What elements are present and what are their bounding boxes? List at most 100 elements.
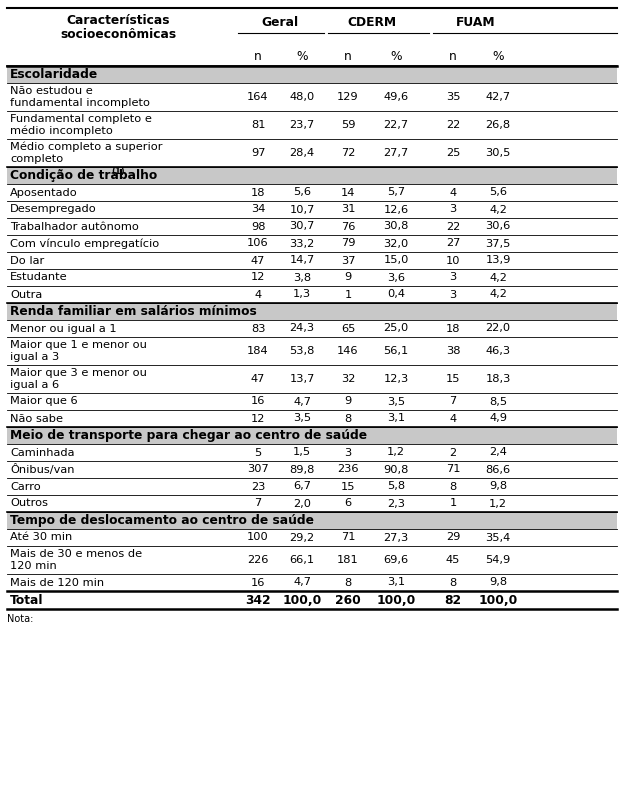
Text: 3: 3	[449, 290, 457, 299]
Text: 27,3: 27,3	[383, 533, 409, 543]
Text: 81: 81	[251, 120, 265, 130]
Text: 307: 307	[247, 465, 269, 474]
Text: 106: 106	[247, 238, 269, 248]
Text: 18: 18	[251, 187, 265, 198]
Text: 15: 15	[446, 374, 461, 384]
Text: 97: 97	[251, 148, 265, 158]
Text: 79: 79	[341, 238, 355, 248]
Text: Desempregado: Desempregado	[10, 204, 97, 214]
Text: Outra: Outra	[10, 290, 42, 299]
Text: 4: 4	[449, 414, 457, 423]
Text: 37: 37	[341, 255, 355, 265]
Text: 82: 82	[444, 594, 462, 607]
Text: 3,1: 3,1	[387, 414, 405, 423]
Text: 3: 3	[449, 272, 457, 282]
Text: 226: 226	[247, 555, 269, 565]
Text: Não sabe: Não sabe	[10, 414, 63, 423]
Text: CDERM: CDERM	[348, 16, 397, 29]
Text: 7: 7	[449, 397, 457, 406]
Text: 3,6: 3,6	[387, 272, 405, 282]
Text: 18,3: 18,3	[485, 374, 510, 384]
Text: 28,4: 28,4	[290, 148, 314, 158]
Text: Condição de trabalho: Condição de trabalho	[10, 169, 157, 182]
Text: 59: 59	[341, 120, 355, 130]
Text: 14,7: 14,7	[290, 255, 314, 265]
Text: 9: 9	[344, 397, 352, 406]
Text: 6,7: 6,7	[293, 482, 311, 491]
Text: 5: 5	[255, 448, 261, 457]
Text: Com vínculo empregatício: Com vínculo empregatício	[10, 238, 159, 249]
Text: 4: 4	[255, 290, 261, 299]
Text: 2,3: 2,3	[387, 499, 405, 508]
Text: 100,0: 100,0	[283, 594, 321, 607]
Text: 8,5: 8,5	[489, 397, 507, 406]
Text: 6: 6	[344, 499, 351, 508]
Text: Menor ou igual a 1: Menor ou igual a 1	[10, 324, 117, 333]
Text: 9,8: 9,8	[489, 482, 507, 491]
Text: 260: 260	[335, 594, 361, 607]
Text: 10: 10	[446, 255, 461, 265]
Text: 16: 16	[251, 397, 265, 406]
Text: 27,7: 27,7	[383, 148, 409, 158]
Text: %: %	[296, 49, 308, 62]
Text: Maior que 6: Maior que 6	[10, 397, 77, 406]
Text: Maior que 3 e menor ou: Maior que 3 e menor ou	[10, 368, 147, 378]
Text: 98: 98	[251, 221, 265, 231]
Text: Fundamental completo e: Fundamental completo e	[10, 114, 152, 124]
Text: 100,0: 100,0	[376, 594, 416, 607]
Text: 72: 72	[341, 148, 355, 158]
Text: 2,4: 2,4	[489, 448, 507, 457]
Text: 164: 164	[247, 92, 269, 102]
Text: 181: 181	[337, 555, 359, 565]
Text: 3,5: 3,5	[387, 397, 405, 406]
Text: 129: 129	[337, 92, 359, 102]
Text: Mais de 120 min: Mais de 120 min	[10, 577, 104, 587]
Text: 1,2: 1,2	[489, 499, 507, 508]
Text: Características: Características	[66, 15, 170, 28]
Text: 37,5: 37,5	[485, 238, 510, 248]
Text: 38: 38	[446, 346, 461, 356]
Text: 4,2: 4,2	[489, 204, 507, 214]
Bar	[7, 167, 617, 184]
Text: 26,8: 26,8	[485, 120, 510, 130]
Text: 46,3: 46,3	[485, 346, 510, 356]
Text: 23,7: 23,7	[290, 120, 314, 130]
Text: 14: 14	[341, 187, 355, 198]
Text: 4,9: 4,9	[489, 414, 507, 423]
Text: 1,5: 1,5	[293, 448, 311, 457]
Text: Geral: Geral	[261, 16, 298, 29]
Text: n: n	[254, 49, 262, 62]
Text: Do lar: Do lar	[10, 255, 44, 265]
Text: 4,7: 4,7	[293, 397, 311, 406]
Text: Meio de transporte para chegar ao centro de saúde: Meio de transporte para chegar ao centro…	[10, 429, 367, 442]
Text: 29,2: 29,2	[290, 533, 314, 543]
Text: 120 min: 120 min	[10, 561, 57, 571]
Text: 22,0: 22,0	[485, 324, 510, 333]
Text: 30,8: 30,8	[383, 221, 409, 231]
Text: 4,2: 4,2	[489, 290, 507, 299]
Text: Renda familiar em salários mínimos: Renda familiar em salários mínimos	[10, 305, 256, 318]
Text: Não estudou e: Não estudou e	[10, 86, 93, 96]
Text: 71: 71	[341, 533, 355, 543]
Text: Outros: Outros	[10, 499, 48, 508]
Bar	[7, 66, 617, 83]
Text: Médio completo a superior: Médio completo a superior	[10, 142, 162, 152]
Text: 8: 8	[344, 414, 352, 423]
Text: 83: 83	[251, 324, 265, 333]
Text: 4,7: 4,7	[293, 577, 311, 587]
Text: Caminhada: Caminhada	[10, 448, 74, 457]
Text: 5,8: 5,8	[387, 482, 405, 491]
Text: 236: 236	[337, 465, 359, 474]
Text: 53,8: 53,8	[290, 346, 314, 356]
Bar	[7, 512, 617, 529]
Text: 22,7: 22,7	[383, 120, 409, 130]
Text: 32,0: 32,0	[383, 238, 409, 248]
Text: %: %	[390, 49, 402, 62]
Text: fundamental incompleto: fundamental incompleto	[10, 98, 150, 108]
Text: 3: 3	[344, 448, 352, 457]
Text: 3,5: 3,5	[293, 414, 311, 423]
Text: 12: 12	[251, 414, 265, 423]
Text: 2,0: 2,0	[293, 499, 311, 508]
Text: 47: 47	[251, 374, 265, 384]
Text: 25,0: 25,0	[383, 324, 409, 333]
